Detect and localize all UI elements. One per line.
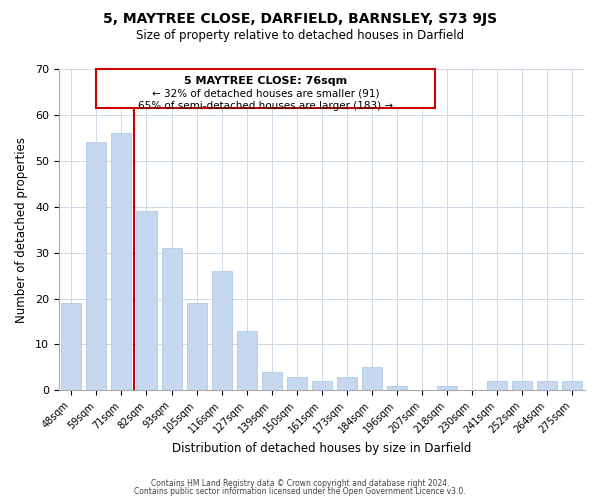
Bar bbox=[187, 303, 206, 390]
Bar bbox=[61, 303, 82, 390]
Bar bbox=[362, 368, 382, 390]
Bar bbox=[86, 142, 106, 390]
FancyBboxPatch shape bbox=[97, 69, 434, 108]
Bar bbox=[387, 386, 407, 390]
Text: 5, MAYTREE CLOSE, DARFIELD, BARNSLEY, S73 9JS: 5, MAYTREE CLOSE, DARFIELD, BARNSLEY, S7… bbox=[103, 12, 497, 26]
Bar bbox=[337, 376, 357, 390]
Bar bbox=[237, 330, 257, 390]
Bar bbox=[112, 134, 131, 390]
Text: ← 32% of detached houses are smaller (91): ← 32% of detached houses are smaller (91… bbox=[152, 88, 379, 99]
Bar bbox=[161, 248, 182, 390]
Bar bbox=[287, 376, 307, 390]
Bar bbox=[136, 212, 157, 390]
Bar bbox=[487, 381, 508, 390]
Bar bbox=[538, 381, 557, 390]
Text: 65% of semi-detached houses are larger (183) →: 65% of semi-detached houses are larger (… bbox=[138, 101, 393, 111]
Bar bbox=[562, 381, 583, 390]
Text: Contains HM Land Registry data © Crown copyright and database right 2024.: Contains HM Land Registry data © Crown c… bbox=[151, 478, 449, 488]
Y-axis label: Number of detached properties: Number of detached properties bbox=[15, 136, 28, 322]
Bar bbox=[512, 381, 532, 390]
Text: Size of property relative to detached houses in Darfield: Size of property relative to detached ho… bbox=[136, 29, 464, 42]
Text: 5 MAYTREE CLOSE: 76sqm: 5 MAYTREE CLOSE: 76sqm bbox=[184, 76, 347, 86]
Text: Contains public sector information licensed under the Open Government Licence v3: Contains public sector information licen… bbox=[134, 487, 466, 496]
X-axis label: Distribution of detached houses by size in Darfield: Distribution of detached houses by size … bbox=[172, 442, 472, 455]
Bar bbox=[212, 271, 232, 390]
Bar bbox=[437, 386, 457, 390]
Bar bbox=[262, 372, 282, 390]
Bar bbox=[312, 381, 332, 390]
